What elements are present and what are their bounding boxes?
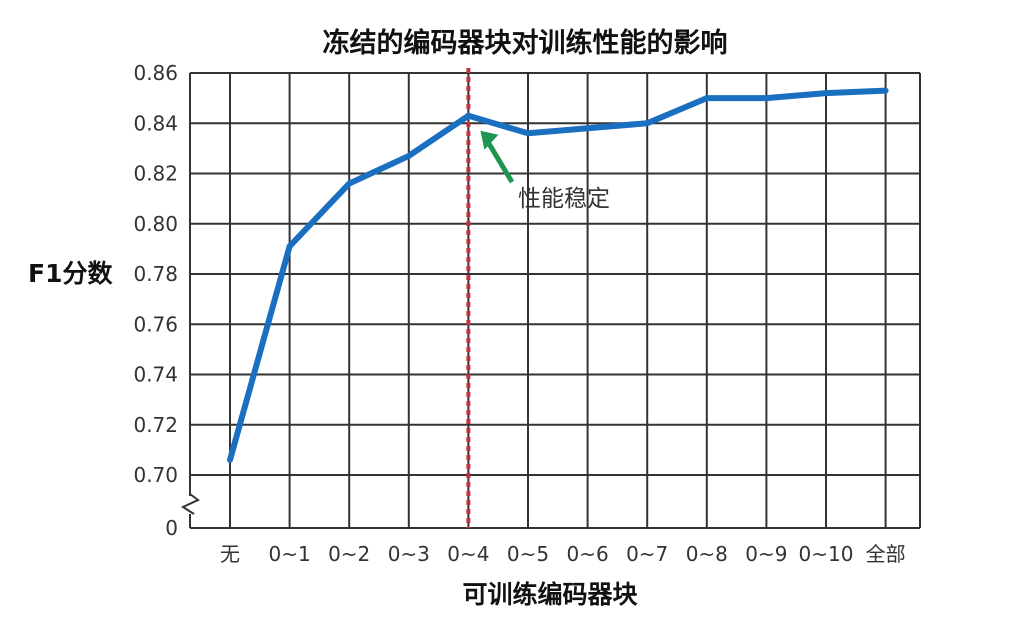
x-tick-label: 0~7 bbox=[626, 542, 668, 566]
grid bbox=[180, 72, 921, 529]
x-tick-label: 0~9 bbox=[745, 542, 787, 566]
y-tick-label: 0.84 bbox=[133, 111, 178, 135]
series-marks bbox=[227, 68, 889, 528]
y-axis-label: F1分数 bbox=[28, 259, 113, 288]
annotation-label: 性能稳定 bbox=[518, 186, 610, 212]
y-tick-label: 0.70 bbox=[133, 463, 178, 487]
x-tick-label: 0~1 bbox=[268, 542, 310, 566]
x-tick-label: 无 bbox=[220, 542, 240, 566]
y-tick-label: 0.76 bbox=[133, 312, 178, 336]
y-tick-label: 0.82 bbox=[133, 162, 178, 186]
x-tick-label: 0~2 bbox=[328, 542, 370, 566]
annotation-arrow-shaft bbox=[486, 141, 515, 184]
chart-title: 冻结的编码器块对训练性能的影响 bbox=[323, 27, 728, 59]
x-tick-label: 0~10 bbox=[799, 542, 854, 566]
x-tick-label: 0~5 bbox=[507, 542, 549, 566]
x-tick-label: 0~4 bbox=[447, 542, 489, 566]
y-tick-label: 0.72 bbox=[133, 413, 178, 437]
x-tick-label: 0~6 bbox=[566, 542, 608, 566]
annotation-arrow-head bbox=[480, 130, 499, 150]
y-tick-label: 0.86 bbox=[133, 61, 178, 85]
x-tick-label: 全部 bbox=[866, 542, 906, 566]
x-axis-label: 可训练编码器块 bbox=[462, 580, 637, 609]
x-tick-label: 0~8 bbox=[686, 542, 728, 566]
y-tick-label: 0.80 bbox=[133, 212, 178, 236]
y-tick-label: 0 bbox=[165, 516, 178, 540]
series-line bbox=[227, 87, 889, 463]
tick-labels: 0.86 0.84 0.82 0.80 0.78 0.76 0.74 0.72 0.70 0 无 0~… bbox=[133, 61, 905, 566]
x-tick-label: 0~3 bbox=[388, 542, 430, 566]
y-tick-label: 0.74 bbox=[133, 363, 178, 387]
axis-break-mark bbox=[180, 493, 200, 515]
y-tick-label: 0.78 bbox=[133, 262, 178, 286]
